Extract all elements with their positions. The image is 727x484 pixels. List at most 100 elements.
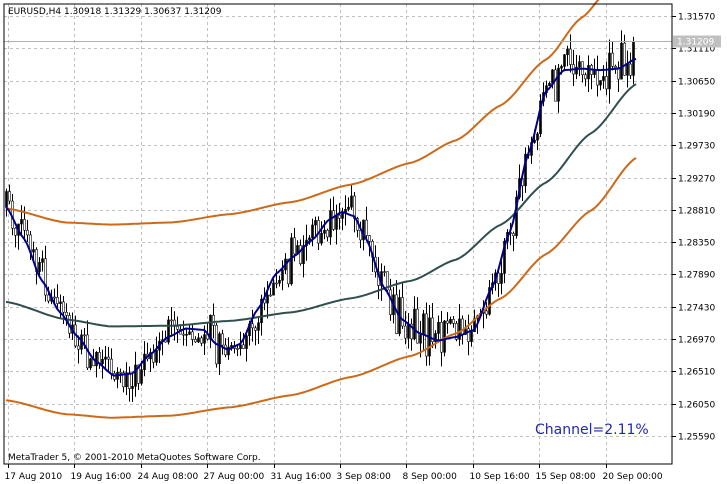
candle-bull <box>560 66 563 69</box>
candle-bull <box>167 319 170 343</box>
candle-bull <box>536 133 539 141</box>
candle-bull <box>125 372 128 388</box>
candle-bull <box>578 61 581 68</box>
candle-bull <box>239 344 242 350</box>
candle-bull <box>608 52 611 90</box>
candle-bull <box>407 323 410 339</box>
candle-bear <box>416 308 419 344</box>
candle-bull <box>599 80 602 86</box>
candle-bull <box>59 301 62 304</box>
candle-bear <box>251 323 254 329</box>
candle-bear <box>404 325 407 339</box>
candle-bull <box>308 237 311 241</box>
candle-bear <box>83 334 86 337</box>
candle-bull <box>620 42 623 80</box>
candle-bear <box>23 219 26 231</box>
candle-bull <box>362 219 365 241</box>
candle-bear <box>176 326 179 330</box>
candle-bear <box>77 345 80 350</box>
candle-bear <box>26 229 29 236</box>
candle-bear <box>332 210 335 230</box>
candle-bear <box>14 227 17 236</box>
y-tick-label: 1.30650 <box>678 78 715 88</box>
candle-bull <box>575 66 578 75</box>
candle-bull <box>314 220 317 226</box>
line-slow <box>5 83 637 328</box>
candle-bull <box>311 224 314 239</box>
candle-bear <box>128 372 131 389</box>
candle-bull <box>140 369 143 384</box>
x-tick-label: 17 Aug 2010 <box>5 472 63 482</box>
candle-bull <box>449 319 452 324</box>
y-tick-label: 1.28350 <box>678 239 715 249</box>
candle-bull <box>422 313 425 336</box>
candle-bear <box>569 48 572 65</box>
candle-bull <box>413 308 416 340</box>
y-tick-label: 1.26970 <box>678 336 715 346</box>
indicator-lines <box>4 0 672 419</box>
candle-bull <box>260 298 263 324</box>
candle-bull <box>500 273 503 284</box>
candle-bear <box>191 331 194 340</box>
x-tick-label: 15 Sep 08:00 <box>536 472 596 482</box>
candle-bull <box>101 359 104 365</box>
candle-bull <box>218 333 221 365</box>
candle-bull <box>539 100 542 135</box>
y-tick-label: 1.31110 <box>678 45 715 55</box>
candle-bear <box>299 245 302 264</box>
candle-bull <box>563 54 566 67</box>
x-tick-label: 31 Aug 16:00 <box>271 472 332 482</box>
candle-bear <box>53 296 56 299</box>
y-tick-label: 1.31570 <box>678 13 715 23</box>
candle-bear <box>461 318 464 335</box>
x-tick-label: 27 Aug 00:00 <box>204 472 265 482</box>
candle-bull <box>185 334 188 336</box>
plot-frame <box>3 3 673 465</box>
candle-bull <box>551 69 554 84</box>
candle-bear <box>365 219 368 236</box>
candle-bull <box>5 191 8 208</box>
candle-bear <box>65 311 68 316</box>
y-tick-label: 1.29730 <box>678 142 715 152</box>
y-tick-label: 1.27890 <box>678 271 715 281</box>
candle-bear <box>221 333 224 346</box>
candle-bull <box>503 240 506 274</box>
candle-bull <box>470 331 473 342</box>
candle-bull <box>257 322 260 331</box>
candle-bull <box>533 139 536 143</box>
candle-bull <box>32 249 35 253</box>
candle-bear <box>623 42 626 76</box>
line-lower <box>5 157 637 419</box>
candle-bear <box>107 356 110 360</box>
candle-bear <box>368 235 371 242</box>
candle-bull <box>566 48 569 56</box>
candle-bear <box>440 322 443 353</box>
grid <box>4 4 672 464</box>
candle-bear <box>194 339 197 343</box>
candle-bear <box>200 337 203 344</box>
candle-bull <box>134 364 137 387</box>
candle-bear <box>152 352 155 363</box>
candle-bull <box>266 294 269 304</box>
y-tick-label: 1.27430 <box>678 304 715 314</box>
candle-bull <box>347 206 350 210</box>
candle-bear <box>452 319 455 324</box>
x-tick-label: 24 Aug 08:00 <box>138 472 199 482</box>
y-tick-label: 1.25590 <box>678 433 715 443</box>
candle-bear <box>554 69 557 102</box>
candle-bull <box>197 337 200 343</box>
x-tick-label: 19 Aug 16:00 <box>71 472 132 482</box>
candle-bull <box>488 287 491 315</box>
x-tick-label: 10 Sep 16:00 <box>470 472 530 482</box>
y-tick-label: 1.28810 <box>678 207 715 217</box>
time-axis: 17 Aug 2010 19 Aug 16:00 24 Aug 08:00 27 Au… <box>5 464 663 482</box>
x-tick-label: 20 Sep 00:00 <box>603 472 663 482</box>
candle-bull <box>443 320 446 353</box>
candle-bull <box>131 386 134 389</box>
y-tick-label: 1.26510 <box>678 368 715 378</box>
watermark: MetaTrader 5, © 2001-2010 MetaQuotes Sof… <box>8 453 261 463</box>
candle-bear <box>182 333 185 336</box>
candle-bull <box>341 212 344 219</box>
candle-bear <box>44 258 47 296</box>
